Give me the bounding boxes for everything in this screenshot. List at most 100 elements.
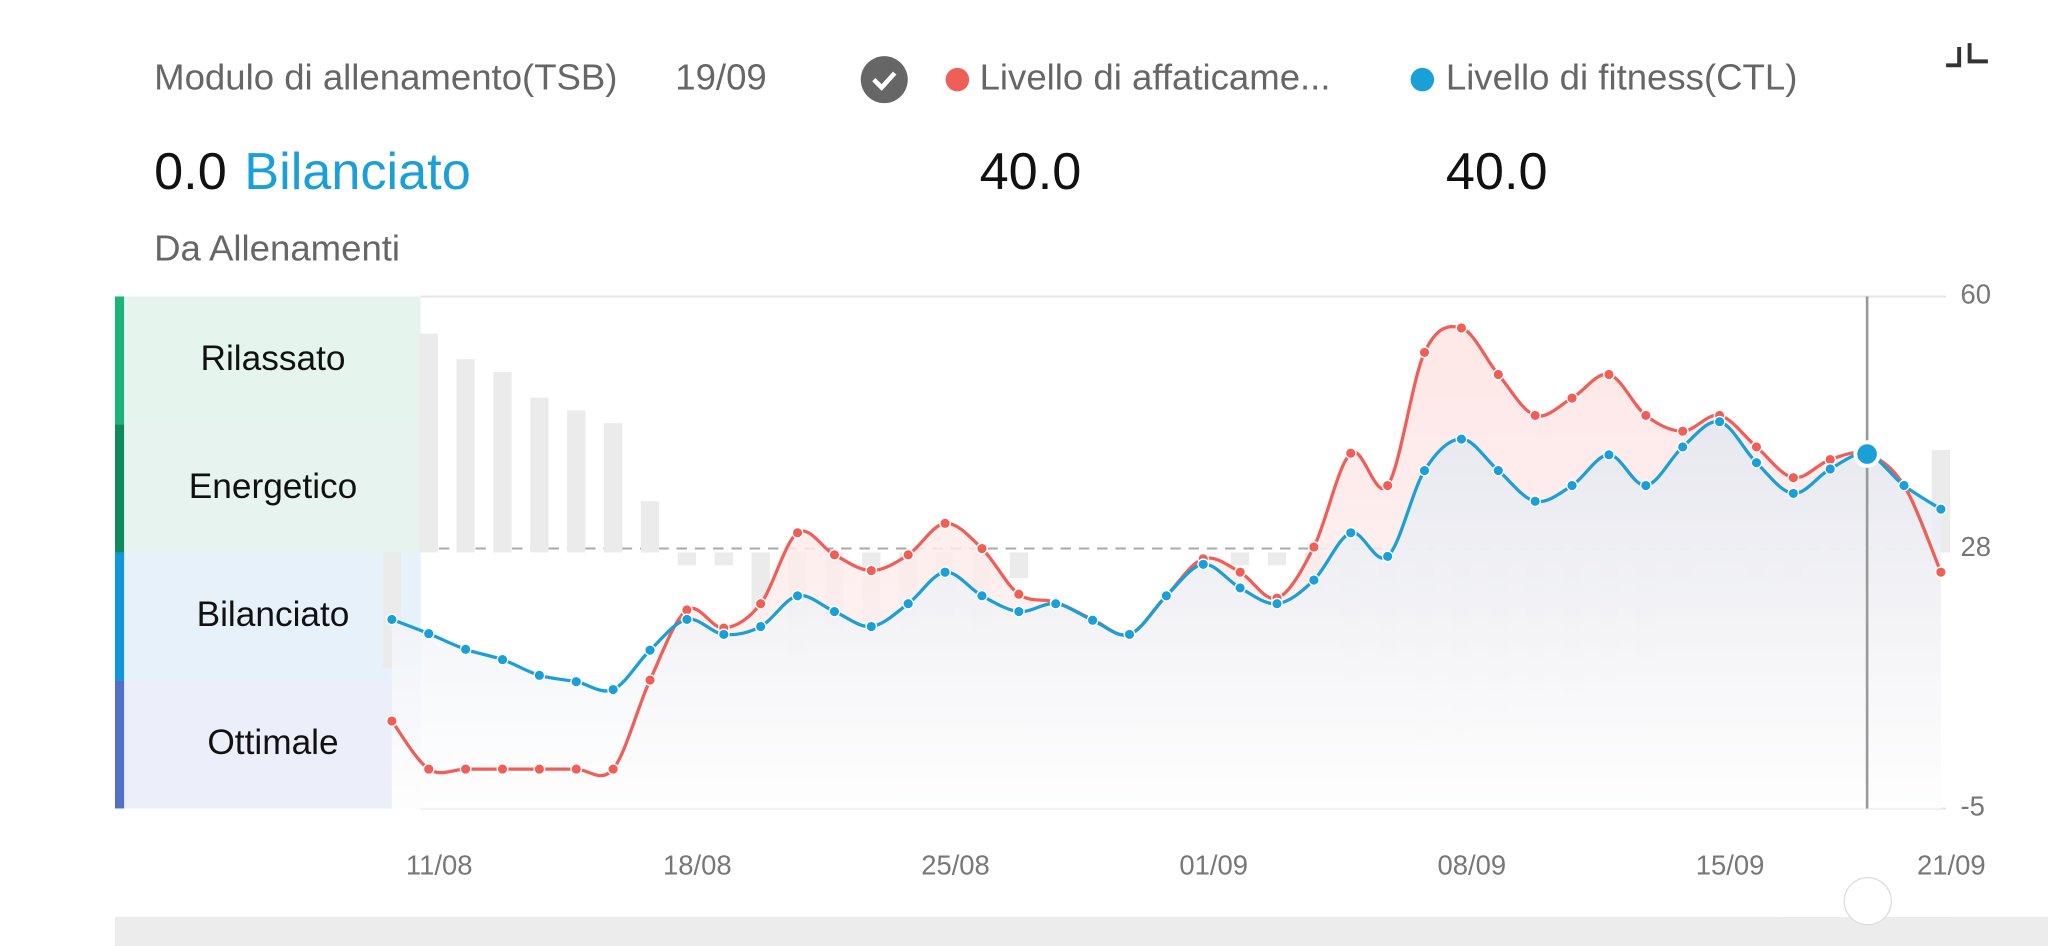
point <box>828 605 841 618</box>
point <box>754 597 767 610</box>
point <box>607 763 620 775</box>
x-tick-label: 01/09 <box>1179 849 1248 880</box>
x-tick-label: 18/08 <box>663 849 732 880</box>
point <box>1197 558 1210 571</box>
point <box>717 628 730 641</box>
point <box>1824 463 1837 475</box>
zone-band <box>114 424 421 553</box>
point <box>496 763 509 775</box>
point <box>1898 479 1910 492</box>
zone-bar <box>114 296 125 425</box>
bar <box>567 410 586 553</box>
point <box>496 653 509 666</box>
ctl-value: 40.0 <box>1446 143 1548 201</box>
y-tick-label: -5 <box>1960 791 1984 822</box>
point <box>1529 495 1542 508</box>
point <box>1234 582 1247 594</box>
point <box>644 644 656 657</box>
point <box>865 620 878 633</box>
point <box>1492 464 1505 477</box>
bar <box>456 359 475 553</box>
legend-dot <box>1410 67 1435 92</box>
point <box>422 627 435 640</box>
zone-label: Bilanciato <box>197 595 350 634</box>
bar <box>714 552 733 566</box>
point <box>1418 464 1431 477</box>
point <box>976 542 988 555</box>
bar <box>677 552 697 566</box>
bar <box>419 333 438 553</box>
point <box>1455 322 1468 334</box>
x-tick-label: 21/09 <box>1917 849 1986 880</box>
point <box>459 763 472 775</box>
point <box>1787 487 1800 500</box>
point <box>1381 550 1394 563</box>
legend-item[interactable]: Livello di fitness(CTL) <box>1410 56 1798 97</box>
point <box>607 683 620 696</box>
point <box>1308 574 1320 586</box>
y-tick-label: 28 <box>1960 531 1990 562</box>
point <box>1639 479 1652 492</box>
bar <box>493 372 512 553</box>
point <box>1381 479 1394 492</box>
point <box>1787 471 1800 484</box>
zone-bar <box>114 680 125 809</box>
point <box>1271 597 1283 610</box>
source: Da Allenamenti <box>154 227 400 268</box>
x-tick-label: 25/08 <box>921 849 990 880</box>
zone-label: Rilassato <box>201 339 346 378</box>
bar <box>530 397 549 553</box>
point <box>754 620 767 633</box>
bar <box>640 501 660 553</box>
scrollbar[interactable] <box>114 916 2048 946</box>
point <box>902 597 915 610</box>
zone-bar <box>114 552 125 681</box>
point <box>1676 441 1689 453</box>
point <box>570 763 583 775</box>
check-icon[interactable] <box>860 56 908 104</box>
point <box>939 566 951 579</box>
point <box>1566 392 1578 404</box>
point <box>1160 589 1173 602</box>
legend-item[interactable]: Livello di affaticame... <box>945 56 1331 97</box>
collapse-icon[interactable] <box>1946 43 1988 68</box>
point <box>1639 409 1652 422</box>
point <box>385 613 398 626</box>
point <box>533 763 546 775</box>
point <box>1086 614 1099 627</box>
point <box>828 548 841 561</box>
legend-label: Livello di affaticame... <box>980 56 1331 97</box>
x-tick-label: 11/08 <box>406 849 473 880</box>
point <box>644 674 656 686</box>
tsb-value: 0.0 <box>154 143 227 201</box>
point <box>1049 597 1062 610</box>
point <box>1750 441 1763 453</box>
point <box>422 763 435 775</box>
point <box>791 526 804 539</box>
legend-dot <box>945 67 970 92</box>
plot: Rilassato Energetico Bilanciato Ottimale -5 2… <box>114 279 1991 880</box>
point <box>1529 409 1542 422</box>
point <box>1750 456 1763 469</box>
atl-value: 40.0 <box>980 143 1082 201</box>
bar <box>603 423 623 553</box>
legend-label: Livello di fitness(CTL) <box>1446 56 1798 97</box>
zone-band <box>114 680 421 809</box>
point <box>1603 368 1615 381</box>
point <box>976 589 988 602</box>
tsb-status: Bilanciato <box>244 143 471 201</box>
point <box>1012 605 1025 618</box>
point <box>385 715 398 727</box>
point <box>570 675 583 688</box>
point <box>791 589 804 602</box>
y-tick-label: 60 <box>1960 279 1990 310</box>
point <box>533 669 546 682</box>
point <box>1713 415 1726 428</box>
point <box>865 564 878 577</box>
point <box>1308 541 1320 553</box>
area <box>391 421 1941 809</box>
slider-knob[interactable] <box>1843 877 1892 926</box>
point <box>1934 566 1947 579</box>
